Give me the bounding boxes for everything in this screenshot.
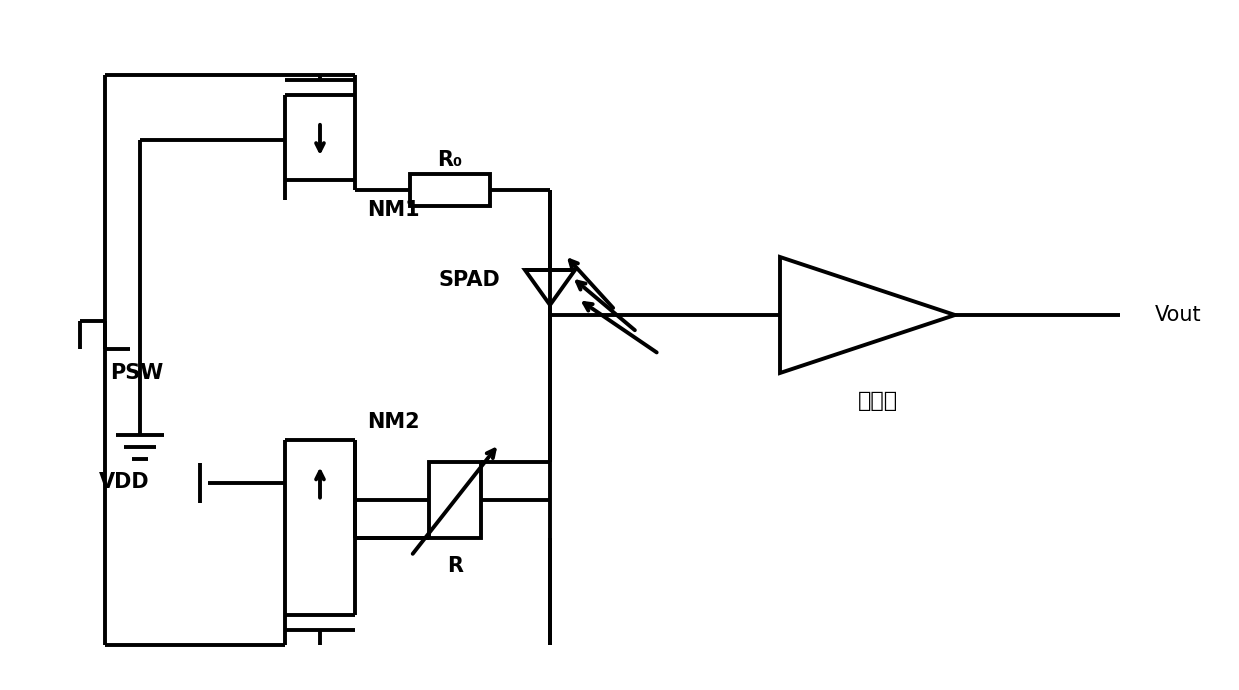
Text: PSW: PSW <box>110 363 164 383</box>
Text: Vout: Vout <box>1155 305 1202 325</box>
Text: NM2: NM2 <box>367 412 420 432</box>
Text: NM1: NM1 <box>367 200 420 220</box>
Text: SPAD: SPAD <box>439 270 501 290</box>
Bar <box>429 462 481 538</box>
Text: 放大器: 放大器 <box>857 391 897 411</box>
Bar <box>410 174 489 206</box>
Text: R₀: R₀ <box>437 150 462 170</box>
Text: R: R <box>447 556 463 576</box>
Text: VDD: VDD <box>99 473 150 493</box>
